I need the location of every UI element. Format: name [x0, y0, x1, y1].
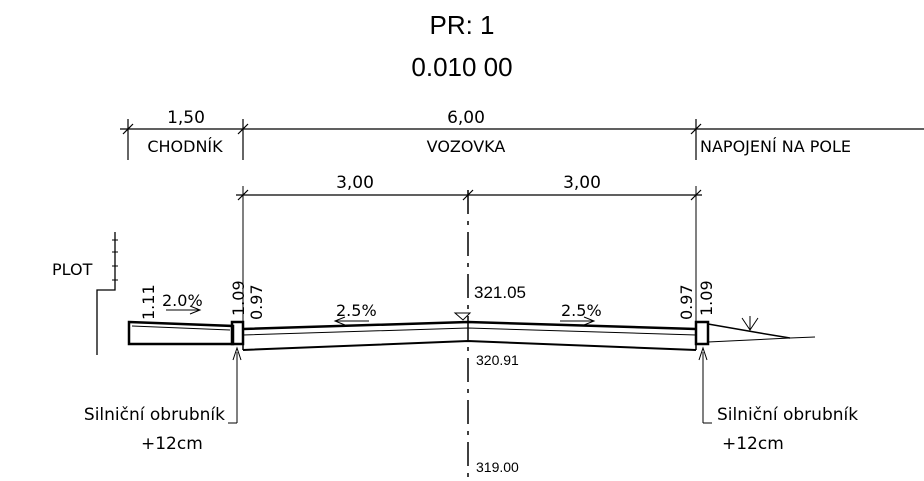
right-curb-name: Silniční obrubník: [717, 405, 858, 425]
left-curb-height-bottom-label: 0.97: [247, 284, 266, 320]
crown-elevation-label: 321.05: [474, 283, 526, 302]
road-label: VOZOVKA: [427, 137, 506, 156]
left-fence-height-label: 1.11: [139, 284, 158, 320]
right-curb-height-top-label: 1.09: [697, 280, 716, 316]
profile-title: PR: 1: [429, 10, 494, 40]
left-curb-callout: [228, 346, 242, 424]
right-curb-callout: [698, 346, 712, 424]
connection-label: NAPOJENÍ NA POLE: [700, 137, 851, 156]
left-lane-width-label: 3,00: [336, 173, 374, 193]
left-curb-name: Silniční obrubník: [84, 405, 225, 425]
sidewalk: [127, 320, 235, 346]
fence: [96, 232, 118, 355]
embankment: [707, 316, 816, 343]
fence-label: PLOT: [52, 260, 93, 279]
right-lane-width-label: 3,00: [563, 173, 601, 193]
top-dimension-line: [120, 119, 924, 160]
left-curb-offset: +12cm: [141, 434, 203, 454]
sidewalk-width-label: 1,50: [167, 108, 205, 128]
road-width-label: 6,00: [447, 108, 485, 128]
sidewalk-label: CHODNÍK: [147, 137, 223, 156]
left-lane-slope-label: 2.5%: [336, 301, 377, 320]
right-curb-offset: +12cm: [722, 434, 784, 454]
right-lane-slope-label: 2.5%: [561, 301, 602, 320]
station-title: 0.010 00: [411, 52, 512, 82]
road-pavement: [242, 312, 697, 351]
right-lane-slope-arrow: [560, 316, 596, 326]
right-curb-height-bottom-label: 0.97: [677, 284, 696, 320]
left-curb-height-top-label: 1.09: [229, 280, 248, 316]
sidewalk-slope-arrow: [166, 305, 202, 315]
sidewalk-slope-label: 2.0%: [162, 291, 203, 310]
left-lane-slope-arrow: [333, 316, 369, 326]
right-curb: [694, 320, 710, 346]
lane-dimension-line: [236, 186, 702, 330]
subgrade-elevation-label: 320.91: [476, 352, 519, 368]
datum-elevation-label: 319.00: [476, 459, 519, 475]
